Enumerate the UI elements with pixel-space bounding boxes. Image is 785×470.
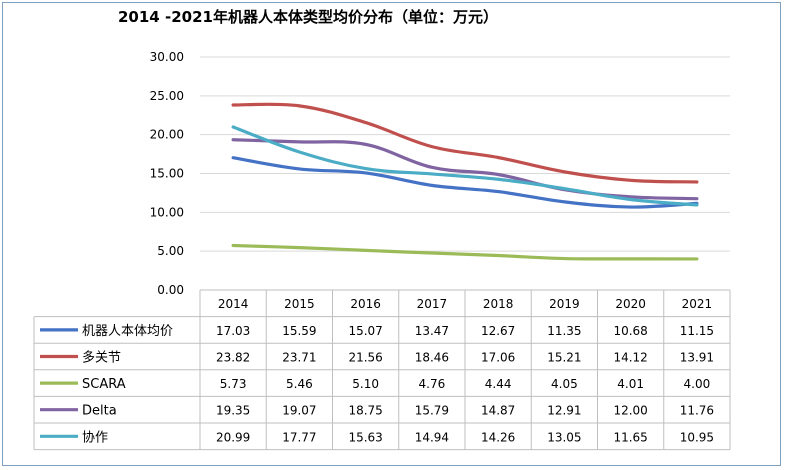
data-label: 10.68 — [613, 324, 647, 338]
data-label: 21.56 — [348, 351, 382, 365]
data-label: 18.75 — [348, 404, 382, 418]
data-label: 13.91 — [680, 351, 714, 365]
data-label: 15.63 — [348, 430, 382, 444]
x-tick-label: 2018 — [483, 297, 514, 311]
legend-label: 机器人本体均价 — [82, 324, 173, 339]
data-label: 14.26 — [481, 430, 515, 444]
series-line — [231, 138, 699, 201]
chart-title: 2014 -2021年机器人本体类型均价分布（单位：万元） — [118, 8, 498, 26]
data-label: 19.35 — [216, 404, 250, 418]
data-label: 12.00 — [613, 404, 647, 418]
data-label: 4.44 — [485, 377, 512, 391]
data-label: 10.95 — [680, 430, 714, 444]
x-tick-label: 2020 — [615, 297, 646, 311]
x-tick-label: 2017 — [417, 297, 448, 311]
data-label: 5.10 — [352, 377, 379, 391]
y-tick-label: 10.00 — [150, 205, 184, 219]
data-label: 23.82 — [216, 351, 250, 365]
x-tick-label: 2019 — [549, 297, 580, 311]
data-label: 4.00 — [684, 377, 711, 391]
data-label: 12.91 — [547, 404, 581, 418]
series-line — [231, 125, 699, 207]
x-tick-label: 2021 — [682, 297, 713, 311]
x-tick-label: 2016 — [350, 297, 381, 311]
data-label: 11.15 — [680, 324, 714, 338]
y-tick-label: 20.00 — [150, 128, 184, 142]
y-tick-label: 15.00 — [150, 167, 184, 181]
data-label: 4.01 — [617, 377, 644, 391]
data-label: 14.94 — [415, 430, 449, 444]
data-label: 13.05 — [547, 430, 581, 444]
data-label: 15.59 — [282, 324, 316, 338]
data-label: 17.03 — [216, 324, 250, 338]
data-label: 4.76 — [419, 377, 446, 391]
series-line — [231, 243, 699, 261]
data-label: 11.35 — [547, 324, 581, 338]
data-label: 15.21 — [547, 351, 581, 365]
legend-label: SCARA — [82, 377, 126, 392]
series-line — [231, 102, 699, 184]
data-label: 20.99 — [216, 430, 250, 444]
series-line — [231, 156, 699, 209]
chart-frame — [2, 2, 781, 466]
x-tick-label: 2015 — [284, 297, 315, 311]
y-tick-label: 5.00 — [157, 244, 184, 258]
y-tick-label: 0.00 — [157, 283, 184, 297]
data-label: 5.46 — [286, 377, 313, 391]
data-label: 23.71 — [282, 351, 316, 365]
y-tick-label: 25.00 — [150, 89, 184, 103]
x-tick-label: 2014 — [218, 297, 249, 311]
legend-label: Delta — [82, 404, 117, 419]
data-label: 17.06 — [481, 351, 515, 365]
data-label: 14.87 — [481, 404, 515, 418]
data-label: 13.47 — [415, 324, 449, 338]
data-label: 17.77 — [282, 430, 316, 444]
data-label: 11.65 — [613, 430, 647, 444]
y-tick-label: 30.00 — [150, 50, 184, 64]
legend-label: 协作 — [82, 430, 108, 445]
data-label: 11.76 — [680, 404, 714, 418]
data-label: 4.05 — [551, 377, 578, 391]
legend-label: 多关节 — [82, 350, 121, 366]
data-label: 19.07 — [282, 404, 316, 418]
data-label: 18.46 — [415, 351, 449, 365]
data-label: 15.07 — [348, 324, 382, 338]
data-label: 15.79 — [415, 404, 449, 418]
data-label: 5.73 — [220, 377, 247, 391]
data-label: 12.67 — [481, 324, 515, 338]
data-label: 14.12 — [613, 351, 647, 365]
